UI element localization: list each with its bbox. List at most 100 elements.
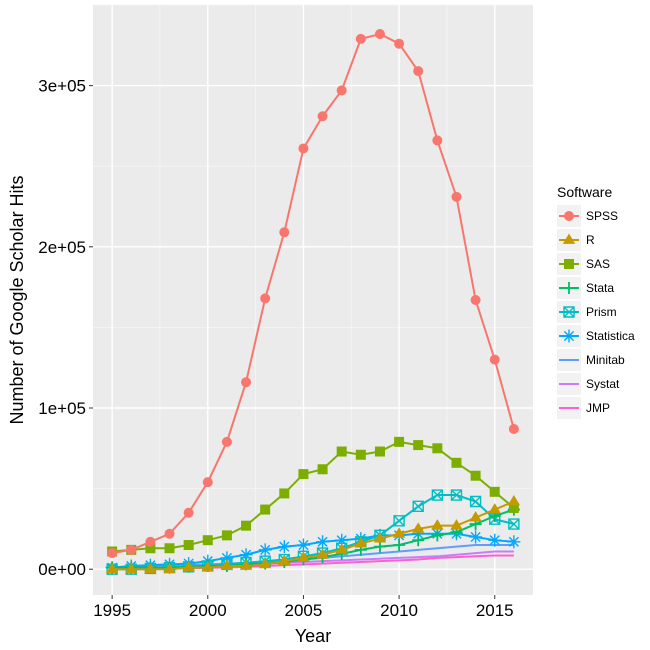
data-point-r	[105, 562, 119, 574]
data-point-spss	[432, 135, 443, 146]
data-point-spss	[394, 38, 405, 49]
legend-title: Software	[557, 184, 612, 200]
data-point-statistica	[316, 535, 330, 549]
legend-item-r: R	[557, 229, 595, 251]
y-tick-label: 2e+05	[38, 238, 86, 257]
data-point-sas	[221, 530, 232, 541]
data-point-prism	[412, 500, 424, 513]
legend-item-prism: Prism	[557, 301, 617, 323]
y-tick-label: 1e+05	[38, 399, 86, 418]
data-point-sas	[470, 470, 481, 481]
data-point-r	[488, 503, 501, 514]
data-point-r	[431, 519, 444, 530]
x-tick-label: 1995	[93, 601, 131, 620]
data-point-sas	[260, 504, 271, 515]
data-point-sas	[164, 543, 175, 554]
data-point-stata	[373, 540, 386, 553]
data-point-r	[412, 522, 425, 533]
series-line-r	[112, 500, 515, 571]
data-point-prism	[431, 489, 444, 501]
data-point-spss	[470, 295, 481, 305]
data-point-sas	[355, 449, 366, 460]
data-point-statistica	[488, 533, 502, 547]
data-point-spss	[451, 191, 462, 202]
legend-item-stata: Stata	[557, 277, 614, 299]
legend-label: R	[586, 233, 595, 247]
series-line-sas	[112, 440, 515, 553]
data-point-spss	[221, 436, 232, 447]
data-point-prism	[508, 518, 520, 530]
y-tick-label: 3e+05	[38, 77, 86, 96]
data-point-spss	[413, 66, 424, 77]
y-axis-label: Number of Google Scholar Hits	[7, 175, 27, 424]
data-point-sas	[145, 543, 156, 554]
data-point-spss	[241, 377, 252, 388]
legend-label: SPSS	[586, 209, 618, 223]
plot-panel	[93, 5, 533, 595]
data-point-sas	[374, 446, 385, 457]
data-point-r	[335, 543, 348, 554]
data-point-spss	[164, 528, 175, 539]
x-tick-label: 2000	[189, 601, 227, 620]
data-point-r	[163, 562, 176, 574]
data-point-sas	[279, 488, 290, 499]
data-point-statistica	[296, 538, 310, 552]
data-point-r	[297, 551, 310, 562]
x-tick-label: 2005	[285, 601, 323, 620]
data-point-spss	[374, 29, 385, 40]
data-point-r	[507, 495, 521, 506]
data-point-spss	[336, 85, 347, 96]
x-tick-label: 2015	[476, 601, 514, 620]
data-point-r	[144, 562, 157, 574]
y-tick-label: 0e+00	[38, 560, 86, 579]
legend-item-jmp: JMP	[557, 397, 610, 419]
data-point-r	[278, 554, 291, 566]
data-point-spss	[489, 354, 500, 365]
data-point-prism	[469, 495, 482, 508]
data-point-statistica	[277, 540, 291, 554]
series-line-spss	[111, 32, 515, 555]
data-point-statistica	[239, 548, 253, 562]
data-point-statistica	[507, 535, 521, 549]
data-point-stata	[431, 529, 444, 542]
data-point-r	[239, 559, 253, 570]
legend-item-systat: Systat	[557, 373, 620, 395]
legend-item-minitab: Minitab	[557, 349, 625, 371]
data-point-spss	[145, 536, 156, 547]
series-sas	[107, 436, 519, 557]
legend-label: Stata	[586, 281, 614, 295]
data-point-r	[354, 536, 368, 548]
data-point-r	[201, 561, 214, 572]
data-point-r	[182, 561, 195, 572]
data-point-stata	[393, 539, 406, 552]
legend-item-spss: SPSS	[557, 205, 618, 227]
data-point-sas	[432, 443, 443, 454]
data-point-statistica	[411, 527, 425, 541]
data-point-spss	[107, 548, 118, 559]
series-spss	[107, 29, 519, 559]
data-point-r	[392, 527, 406, 538]
data-point-sas	[413, 440, 424, 451]
legend-key-marker	[564, 259, 574, 269]
data-point-stata	[412, 534, 425, 547]
series-line-stata	[112, 508, 515, 569]
legend-label: Statistica	[586, 329, 635, 343]
legend-label: Systat	[586, 377, 620, 391]
data-point-sas	[394, 436, 405, 447]
data-point-prism	[393, 515, 405, 527]
legend-item-sas: SAS	[557, 253, 610, 275]
series-r	[105, 495, 521, 574]
x-axis-label: Year	[295, 626, 331, 646]
data-point-r	[220, 559, 234, 570]
legend-label: Minitab	[586, 353, 625, 367]
data-point-sas	[317, 464, 328, 475]
x-tick-label: 2010	[380, 601, 418, 620]
data-point-spss	[260, 293, 271, 304]
data-point-sas	[183, 540, 194, 551]
data-point-statistica	[469, 530, 483, 544]
legend-key-marker	[563, 282, 575, 294]
data-point-spss	[298, 143, 309, 154]
data-point-statistica	[258, 543, 272, 557]
data-point-r	[316, 548, 329, 559]
